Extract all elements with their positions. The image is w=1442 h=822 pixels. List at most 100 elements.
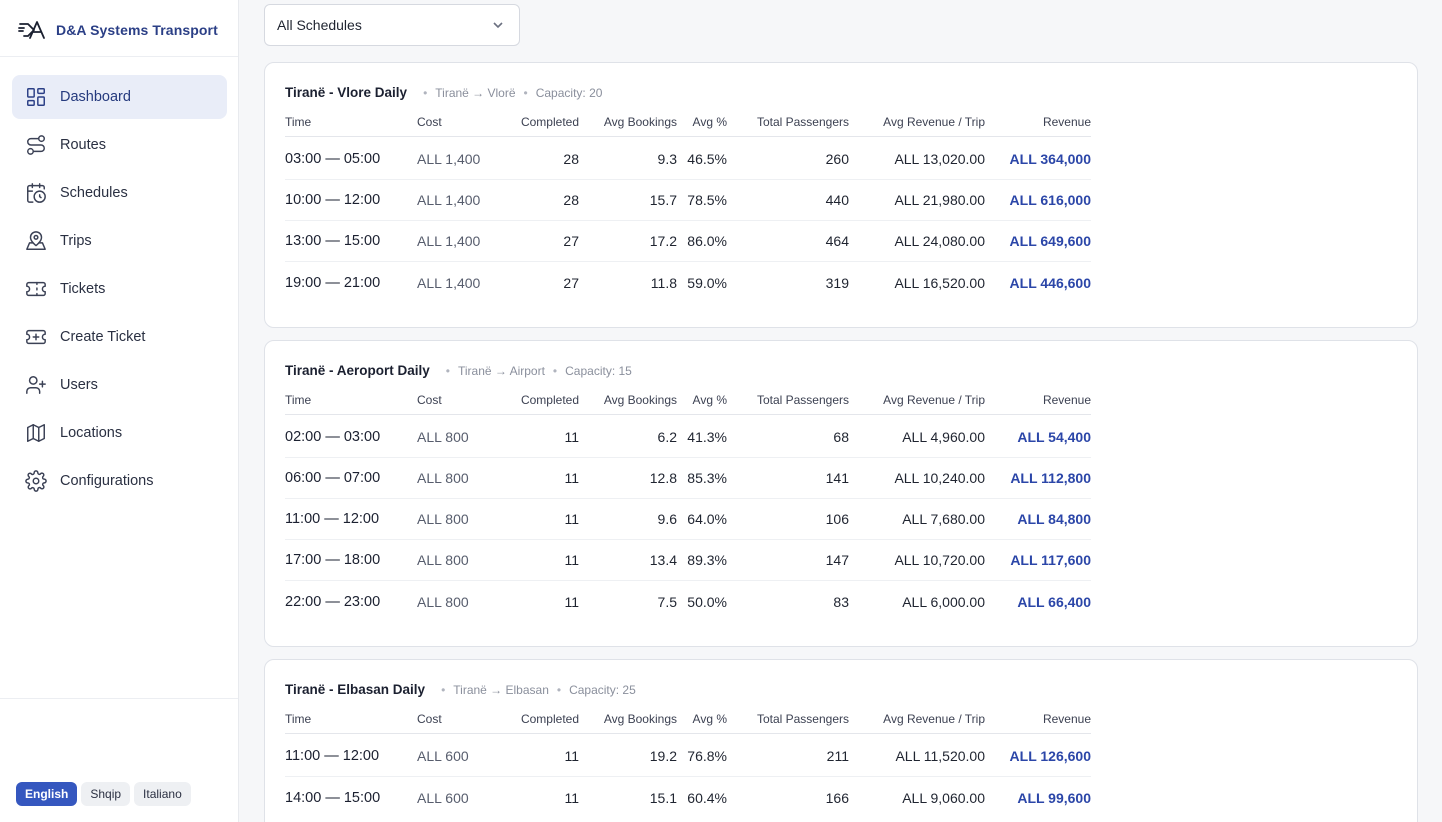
- cell-completed: 11: [564, 470, 579, 486]
- schedule-title: Tiranë - Aeroport Daily: [285, 363, 430, 378]
- cell-total-passengers: 141: [825, 470, 849, 486]
- cell-time: 19:00 — 21:00: [285, 274, 381, 291]
- language-shqip-button[interactable]: Shqip: [81, 782, 131, 806]
- schedule-header: Tiranë - Elbasan Daily • Tiranë → Elbasan •…: [285, 682, 636, 697]
- cell-completed: 27: [563, 233, 579, 249]
- sidebar-item-tickets[interactable]: Tickets: [12, 267, 227, 311]
- cell-cost: ALL 1,400: [417, 151, 481, 167]
- sidebar-item-configurations[interactable]: Configurations: [12, 459, 227, 503]
- ticket-icon: [24, 277, 48, 301]
- schedule-filter-value: All Schedules: [277, 17, 362, 33]
- cell-avg-pct: 89.3%: [687, 552, 727, 568]
- sidebar-item-label: Create Ticket: [60, 329, 146, 345]
- column-header-time[interactable]: Time: [285, 393, 312, 407]
- column-header-time[interactable]: Time: [285, 712, 312, 726]
- cell-avg-revenue: ALL 4,960.00: [902, 429, 985, 445]
- cell-avg-pct: 64.0%: [687, 511, 727, 527]
- schedule-capacity: Capacity: 25: [569, 682, 636, 697]
- column-header-completed[interactable]: Completed: [520, 712, 579, 726]
- column-header-cost[interactable]: Cost: [417, 712, 442, 726]
- column-header-revenue[interactable]: Revenue: [1042, 712, 1091, 726]
- column-header-avg-revenue[interactable]: Avg Revenue / Trip: [883, 712, 985, 726]
- cell-avg-revenue: ALL 11,520.00: [895, 748, 985, 764]
- cell-total-passengers: 83: [833, 593, 849, 610]
- column-header-revenue[interactable]: Revenue: [1042, 115, 1091, 129]
- sidebar-item-users[interactable]: Users: [12, 363, 227, 407]
- sidebar-item-schedules[interactable]: Schedules: [12, 171, 227, 215]
- sidebar-item-locations[interactable]: Locations: [12, 411, 227, 455]
- column-header-avg-pct[interactable]: Avg %: [692, 712, 727, 726]
- column-header-avg-bookings[interactable]: Avg Bookings: [603, 115, 677, 129]
- separator-dot: •: [445, 363, 450, 378]
- column-header-total-passengers[interactable]: Total Passengers: [756, 712, 849, 726]
- column-header-avg-pct[interactable]: Avg %: [692, 115, 727, 129]
- cell-avg-revenue: ALL 24,080.00: [894, 233, 985, 249]
- language-italiano-button[interactable]: Italiano: [134, 782, 191, 806]
- cell-avg-bookings: 12.8: [649, 470, 677, 486]
- column-header-completed[interactable]: Completed: [520, 393, 579, 407]
- brand-logo-icon: [18, 18, 46, 42]
- table-row[interactable]: 13:00 — 15:00 ALL 1,400 27 17.2 86.0% 464 ALL …: [285, 221, 1091, 262]
- schedule-title: Tiranë - Vlore Daily: [285, 85, 408, 100]
- sidebar-nav: Dashboard Routes Schedules Trips Tickets: [12, 75, 227, 507]
- schedule-card: Tiranë - Aeroport Daily • Tiranë → Airport…: [264, 340, 1418, 647]
- cell-time: 13:00 — 15:00: [285, 233, 381, 249]
- column-header-avg-pct[interactable]: Avg %: [692, 393, 727, 407]
- schedule-card: Tiranë - Vlore Daily • Tiranë → Vlorë • Capa…: [264, 62, 1418, 328]
- table-row[interactable]: 14:00 — 15:00 ALL 600 11 15.1 60.4% 166 ALL 9,…: [285, 777, 1091, 818]
- cell-cost: ALL 600: [417, 748, 469, 764]
- divider: [0, 698, 238, 699]
- cell-time: 11:00 — 12:00: [285, 748, 380, 764]
- column-header-avg-bookings[interactable]: Avg Bookings: [603, 393, 677, 407]
- sidebar-item-trips[interactable]: Trips: [12, 219, 227, 263]
- map-pin-icon: [24, 229, 48, 253]
- schedule-card: Tiranë - Elbasan Daily • Tiranë → Elbasan •…: [264, 659, 1418, 822]
- sidebar-item-routes[interactable]: Routes: [12, 123, 227, 167]
- column-header-total-passengers[interactable]: Total Passengers: [756, 115, 849, 129]
- cell-avg-revenue: ALL 9,060.00: [902, 789, 985, 806]
- schedule-filter-select[interactable]: All Schedules: [264, 4, 520, 46]
- column-header-cost[interactable]: Cost: [417, 115, 442, 129]
- cell-revenue: ALL 99,600: [1017, 789, 1091, 806]
- cell-avg-bookings: 13.4: [649, 552, 677, 568]
- table-row[interactable]: 10:00 — 12:00 ALL 1,400 28 15.7 78.5% 440 ALL …: [285, 180, 1091, 221]
- column-header-revenue[interactable]: Revenue: [1042, 393, 1091, 407]
- table-row[interactable]: 11:00 — 12:00 ALL 600 11 19.2 76.8% 211 ALL 11…: [285, 736, 1091, 777]
- table-row[interactable]: 17:00 — 18:00 ALL 800 11 13.4 89.3% 147 ALL 10…: [285, 540, 1091, 581]
- schedule-capacity: Capacity: 15: [565, 363, 632, 378]
- cell-time: 06:00 — 07:00: [285, 470, 381, 486]
- cell-cost: ALL 1,400: [417, 192, 481, 208]
- separator-dot: •: [441, 682, 446, 697]
- cell-revenue: ALL 84,800: [1017, 511, 1091, 527]
- cell-revenue: ALL 616,000: [1009, 192, 1091, 208]
- cell-avg-revenue: ALL 13,020.00: [894, 151, 985, 167]
- column-header-avg-bookings[interactable]: Avg Bookings: [603, 712, 677, 726]
- table-row[interactable]: 03:00 — 05:00 ALL 1,400 28 9.3 46.5% 260 ALL 1…: [285, 139, 1091, 180]
- table-row[interactable]: 06:00 — 07:00 ALL 800 11 12.8 85.3% 141 ALL 10…: [285, 458, 1091, 499]
- table-row[interactable]: 11:00 — 12:00 ALL 800 11 9.6 64.0% 106 ALL 7,6…: [285, 499, 1091, 540]
- calendar-clock-icon: [24, 181, 48, 205]
- column-header-cost[interactable]: Cost: [417, 393, 442, 407]
- column-header-total-passengers[interactable]: Total Passengers: [756, 393, 849, 407]
- table-row[interactable]: 22:00 — 23:00 ALL 800 11 7.5 50.0% 83 ALL 6,00…: [285, 581, 1091, 622]
- column-header-time[interactable]: Time: [285, 115, 312, 129]
- table-row[interactable]: 19:00 — 21:00 ALL 1,400 27 11.8 59.0% 319 ALL …: [285, 262, 1091, 303]
- sidebar-item-dashboard[interactable]: Dashboard: [12, 75, 227, 119]
- sidebar-item-label: Tickets: [60, 281, 106, 297]
- table-row[interactable]: 02:00 — 03:00 ALL 800 11 6.2 41.3% 68 ALL 4,96…: [285, 417, 1091, 458]
- separator-dot: •: [523, 85, 528, 100]
- cell-time: 10:00 — 12:00: [285, 192, 381, 208]
- sidebar-item-label: Users: [60, 377, 98, 393]
- cell-avg-pct: 46.5%: [687, 151, 727, 167]
- sidebar-item-label: Schedules: [60, 185, 128, 201]
- column-header-avg-revenue[interactable]: Avg Revenue / Trip: [883, 115, 985, 129]
- column-header-avg-revenue[interactable]: Avg Revenue / Trip: [883, 393, 985, 407]
- cell-avg-pct: 59.0%: [687, 274, 727, 291]
- sidebar-item-create-ticket[interactable]: Create Ticket: [12, 315, 227, 359]
- cell-total-passengers: 260: [825, 151, 849, 167]
- column-header-completed[interactable]: Completed: [520, 115, 579, 129]
- brand[interactable]: D&A Systems Transport: [18, 14, 218, 46]
- cell-avg-revenue: ALL 10,720.00: [894, 552, 985, 568]
- language-english-button[interactable]: English: [16, 782, 78, 806]
- schedule-title: Tiranë - Elbasan Daily: [285, 682, 426, 697]
